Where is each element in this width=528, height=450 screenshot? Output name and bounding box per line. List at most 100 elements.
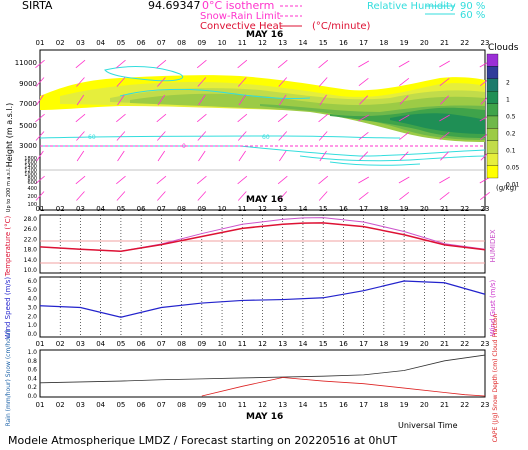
y-tick: 0.2	[27, 384, 37, 391]
wind-barb	[399, 191, 410, 201]
cloud-y-tick: 800	[27, 176, 37, 182]
hour-tick-mid2: 11	[238, 340, 247, 348]
wind-barb	[197, 131, 207, 141]
hour-tick-bottom: 10	[218, 401, 227, 409]
hour-tick-top: 05	[116, 39, 125, 47]
hour-tick-mid1: 10	[218, 205, 227, 213]
wind-barb	[197, 77, 207, 87]
cloud-y-tick: 1000	[24, 172, 37, 178]
wind-barb	[439, 131, 450, 141]
cloud-y-tick: 3000	[19, 142, 37, 150]
hour-tick-mid2: 02	[56, 340, 65, 348]
hour-tick-bottom: 08	[177, 401, 186, 409]
hour-tick-mid2: 16	[339, 340, 348, 348]
wind-barb	[439, 176, 450, 184]
wind-barb	[156, 59, 167, 69]
wind-barb	[35, 113, 45, 123]
colorbar-label: 0.2	[506, 131, 516, 138]
hour-tick-top: 08	[177, 39, 186, 47]
legend-convective: Convective Heat	[200, 21, 283, 32]
colorbar-swatch	[486, 103, 499, 117]
wind-barb	[358, 114, 370, 122]
hour-tick-mid1: 23	[481, 205, 490, 213]
hour-tick-top: 12	[258, 39, 267, 47]
wind-barb	[358, 60, 370, 68]
wind-barb	[398, 114, 410, 122]
hour-tick-mid2: 06	[137, 340, 146, 348]
hour-tick-bottom: 11	[238, 401, 247, 409]
wind-barb	[116, 131, 126, 141]
y-tick: 6.0	[27, 278, 37, 285]
wind-barb	[439, 191, 450, 201]
wind-barb	[319, 150, 327, 162]
wind-barb	[278, 131, 288, 141]
hour-tick-mid2: 17	[359, 340, 368, 348]
wind-barb	[35, 131, 45, 141]
hour-tick-top: 23	[481, 39, 490, 47]
station-coords: 94.69347	[148, 0, 201, 12]
colorbar-title: Clouds	[488, 43, 519, 53]
legend-rh-90: 90 %	[460, 1, 485, 12]
date-label-bottom: MAY 16	[246, 412, 283, 422]
hour-tick-mid2: 22	[460, 340, 469, 348]
hour-tick-mid2: 20	[420, 340, 429, 348]
cape-label: CAPE (J/g) Snow Depth (cm) Cloud Fractio…	[492, 313, 499, 442]
hour-tick-mid1: 18	[379, 205, 388, 213]
wind-barb	[237, 191, 247, 201]
y-tick: 4.0	[27, 296, 37, 303]
wind-barb	[398, 176, 410, 184]
hour-tick-top: 22	[460, 39, 469, 47]
y-tick: 22.0	[24, 236, 38, 243]
rain-y-label: Rain (mm/hour) Snow (cm/hour)	[5, 330, 12, 427]
wind-barb	[359, 151, 369, 161]
wind-barb	[399, 151, 409, 161]
rh-contour-label-2: 60	[262, 134, 270, 141]
hour-tick-top: 11	[238, 39, 247, 47]
hour-tick-bottom: 21	[440, 401, 449, 409]
hour-tick-mid2: 04	[96, 340, 105, 348]
wind-barb	[237, 175, 248, 185]
wind-barb	[358, 191, 369, 201]
colorbar-swatch	[486, 53, 499, 67]
hour-tick-mid1: 14	[298, 205, 307, 213]
y-tick: 18.0	[24, 247, 38, 254]
y-tick: 1.0	[27, 349, 37, 356]
wind-barb	[439, 77, 450, 87]
cloud-y-axis: 1100090007000500030001800160014001200100…	[15, 59, 37, 208]
cloud-y-tick: 400	[27, 186, 37, 192]
rain-panel: 1.0 0.8 0.60.4 0.2 0.0	[27, 349, 486, 400]
cloud-layer-3	[130, 93, 485, 142]
hour-tick-mid2: 08	[177, 340, 186, 348]
wind-barb	[319, 94, 327, 106]
y-tick: 0.8	[27, 358, 37, 365]
hour-tick-mid2: 19	[400, 340, 409, 348]
wind-barb	[196, 175, 207, 185]
y-tick: 10.0	[24, 267, 38, 274]
wind-barb	[35, 59, 45, 69]
wind-barb	[157, 94, 166, 106]
cloud-colorbar: Clouds 2 1 0.5 0.2 0.1 0.05 0.01 (g/kg)	[486, 43, 520, 192]
wind-barb	[238, 150, 246, 162]
wind-barb	[358, 77, 369, 87]
wind-barb	[278, 191, 288, 201]
wind-barb	[198, 94, 206, 106]
cloud-y-tick: 200	[27, 194, 37, 200]
hour-tick-top: 03	[76, 39, 85, 47]
wind-barb	[196, 113, 207, 123]
wind-barb	[237, 113, 248, 123]
hour-tick-mid2: 03	[76, 340, 85, 348]
hour-tick-top: 18	[379, 39, 388, 47]
wind-barb	[237, 77, 247, 87]
legend-rh-60: 60 %	[460, 10, 485, 21]
cloud-fraction-line	[39, 354, 486, 384]
date-label-top: MAY 16	[246, 30, 283, 40]
cloud-y-tick: 1400	[24, 164, 37, 170]
wind-barb	[157, 131, 166, 141]
hour-tick-mid1: 17	[359, 205, 368, 213]
colorbar-label: 0.05	[506, 165, 520, 172]
hour-tick-mid1: 21	[440, 205, 449, 213]
wind-barb	[359, 95, 369, 105]
hour-tick-mid1: 15	[319, 205, 328, 213]
wind-barb	[116, 191, 126, 201]
wind-barb	[116, 175, 126, 185]
